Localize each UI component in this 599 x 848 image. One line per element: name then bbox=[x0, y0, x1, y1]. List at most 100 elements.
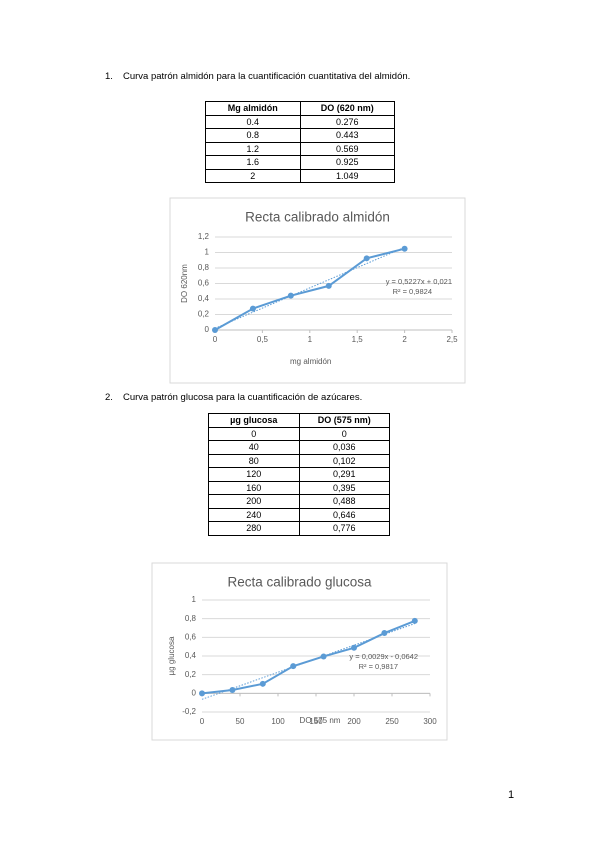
chart-title: Recta calibrado glucosa bbox=[227, 575, 372, 590]
table-row: 0.8 0.443 bbox=[205, 128, 395, 143]
table-row: 80 0,102 bbox=[208, 453, 390, 468]
data-point bbox=[363, 255, 370, 262]
data-point bbox=[287, 292, 294, 299]
table-cell: 120 bbox=[208, 467, 300, 482]
x-tick-label: 2,5 bbox=[446, 335, 458, 344]
x-tick-label: 2 bbox=[402, 335, 407, 344]
table-row: 40 0,036 bbox=[208, 440, 390, 455]
data-point bbox=[212, 327, 218, 333]
table-body: 0.4 0.276 0.8 0.443 1.2 0.569 1.6 0.925 2 1.049 bbox=[205, 114, 395, 183]
table-cell: 0,036 bbox=[298, 440, 390, 455]
trendline-equation: R² = 0,9817 bbox=[359, 662, 398, 671]
header-row: µg glucosa DO (575 nm) bbox=[208, 413, 390, 428]
y-tick-label: -0,2 bbox=[182, 707, 196, 716]
data-table: µg glucosa DO (575 nm) 0 0 40 0,036 80 0,102 120… bbox=[208, 413, 390, 536]
table-cell: 1.2 bbox=[205, 141, 301, 156]
table-cell: 0,776 bbox=[298, 521, 390, 536]
table-body: 0 0 40 0,036 80 0,102 120 0,291 160 0,395 200 0,488… bbox=[208, 426, 390, 536]
x-tick-label: 250 bbox=[385, 717, 399, 726]
data-point bbox=[320, 653, 327, 660]
table-cell: 0,291 bbox=[298, 467, 390, 482]
y-tick-label: 0,6 bbox=[198, 279, 210, 288]
table-row: 1.6 0.925 bbox=[205, 155, 395, 170]
item-number: 1. bbox=[105, 71, 113, 82]
table-cell: 2 bbox=[205, 168, 301, 183]
table-row: 160 0,395 bbox=[208, 480, 390, 495]
table-cell: 0,646 bbox=[298, 507, 390, 522]
data-point bbox=[290, 663, 297, 670]
y-tick-label: 1,2 bbox=[198, 232, 210, 241]
y-tick-label: 0 bbox=[205, 325, 210, 334]
trendline-equation: y = 0,5227x + 0,021 bbox=[386, 277, 452, 286]
data-point bbox=[351, 644, 357, 651]
x-tick-label: 1 bbox=[308, 335, 313, 344]
table-cell: 280 bbox=[208, 521, 300, 536]
y-tick-label: 0 bbox=[192, 688, 197, 697]
trendline-equation: y = 0,0029x - 0,0642 bbox=[349, 652, 418, 661]
header-row: Mg almidón DO (620 nm) bbox=[205, 101, 395, 116]
header-cell: Mg almidón bbox=[205, 101, 301, 116]
y-tick-label: 0,2 bbox=[185, 670, 197, 679]
x-tick-label: 1,5 bbox=[352, 335, 364, 344]
chart-frame bbox=[169, 197, 466, 384]
data-point bbox=[199, 690, 205, 697]
y-tick-label: 0,8 bbox=[198, 263, 210, 272]
y-tick-label: 0,6 bbox=[185, 632, 197, 641]
table-cell: 0 bbox=[298, 426, 390, 441]
x-tick-label: 0 bbox=[213, 335, 218, 344]
y-tick-label: 1 bbox=[205, 248, 210, 257]
data-line bbox=[214, 247, 405, 331]
data-line bbox=[201, 619, 416, 695]
item-number: 2. bbox=[105, 392, 113, 403]
x-tick-label: 150 bbox=[309, 717, 323, 726]
x-axis-label: DO 575 nm bbox=[300, 716, 341, 725]
header-cell: DO (620 nm) bbox=[299, 101, 395, 116]
y-axis-label: DO 620nm bbox=[180, 264, 189, 303]
y-tick-label: 0,4 bbox=[185, 651, 197, 660]
header-cell: DO (575 nm) bbox=[298, 413, 390, 428]
x-tick-label: 200 bbox=[347, 717, 361, 726]
x-axis-label: mg almidón bbox=[290, 357, 331, 366]
chart-title: Recta calibrado almidón bbox=[245, 210, 390, 225]
table-row: 280 0,776 bbox=[208, 521, 390, 536]
table-row: 200 0,488 bbox=[208, 494, 390, 509]
chart-frame bbox=[151, 562, 448, 741]
data-point bbox=[249, 305, 256, 312]
y-axis-label: µg glucosa bbox=[167, 636, 176, 675]
table-cell: 160 bbox=[208, 480, 300, 495]
table-cell: 240 bbox=[208, 507, 300, 522]
table-cell: 200 bbox=[208, 494, 300, 509]
table-cell: 0.569 bbox=[299, 141, 395, 156]
x-tick-label: 0 bbox=[200, 717, 205, 726]
table-cell: 80 bbox=[208, 453, 300, 468]
x-tick-label: 0,5 bbox=[257, 335, 269, 344]
data-point bbox=[259, 680, 266, 687]
table-cell: 0.276 bbox=[299, 114, 395, 129]
table-header: µg glucosa DO (575 nm) bbox=[208, 413, 390, 428]
data-table: Mg almidón DO (620 nm) 0.4 0.276 0.8 0.443 1.2… bbox=[205, 101, 395, 183]
table-row: 1.2 0.569 bbox=[205, 141, 395, 156]
table-row: 120 0,291 bbox=[208, 467, 390, 482]
item-text: Curva patrón almidón para la cuantificac… bbox=[123, 71, 411, 82]
trendline bbox=[214, 246, 405, 329]
trendline-equation: R² = 0,9824 bbox=[393, 287, 432, 296]
table-header: Mg almidón DO (620 nm) bbox=[205, 101, 395, 116]
data-point bbox=[325, 282, 332, 289]
table-cell: 0.443 bbox=[299, 128, 395, 143]
table-cell: 0.925 bbox=[299, 155, 395, 170]
data-point bbox=[411, 617, 418, 624]
y-tick-label: 1 bbox=[192, 595, 197, 604]
table-row: 2 1.049 bbox=[205, 168, 395, 183]
table-cell: 0,488 bbox=[298, 494, 390, 509]
item-text: Curva patrón glucosa para la cuantificac… bbox=[123, 392, 363, 403]
table-cell: 0 bbox=[208, 426, 300, 441]
x-tick-label: 100 bbox=[271, 717, 285, 726]
table-cell: 40 bbox=[208, 440, 300, 455]
header-cell: µg glucosa bbox=[208, 413, 300, 428]
data-point bbox=[229, 686, 236, 693]
table-row: 0.4 0.276 bbox=[205, 114, 395, 129]
table-cell: 0,395 bbox=[298, 480, 390, 495]
